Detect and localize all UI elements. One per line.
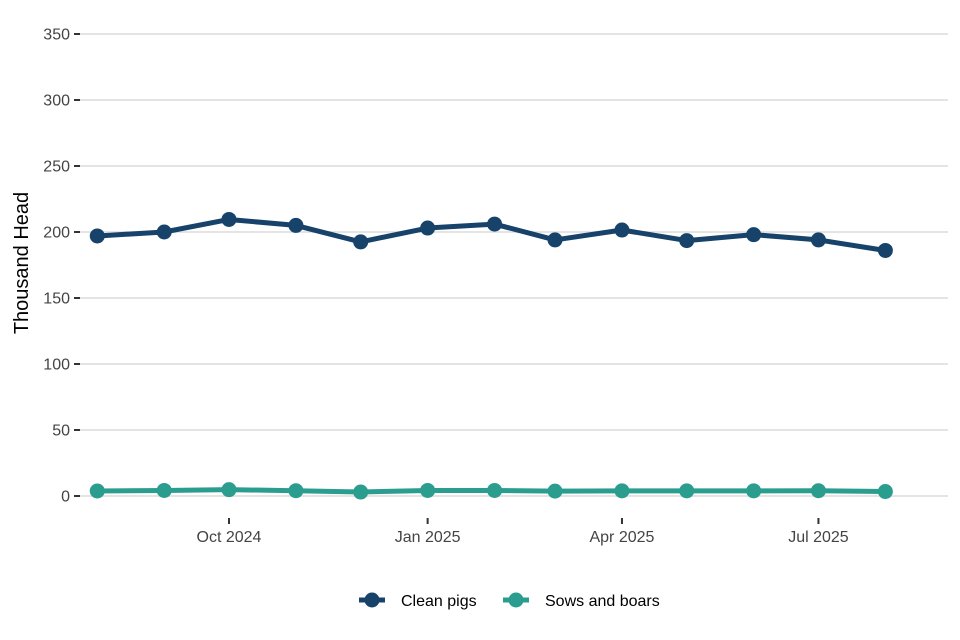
data-point: [877, 484, 893, 500]
data-point: [679, 483, 695, 499]
data-point: [156, 482, 172, 498]
data-point: [89, 483, 105, 499]
series-clean-pigs: [89, 211, 893, 258]
data-point: [353, 234, 369, 250]
y-tick-label: 200: [43, 225, 70, 242]
x-tick-label: Apr 2025: [589, 529, 654, 546]
data-point: [487, 482, 503, 498]
data-point: [420, 482, 436, 498]
series-sows-and-boars: [89, 482, 893, 500]
data-point: [487, 216, 503, 232]
y-tick-label: 350: [43, 27, 70, 44]
y-tick-label: 100: [43, 357, 70, 374]
legend-label: Clean pigs: [401, 593, 477, 610]
data-point: [547, 483, 563, 499]
data-point: [353, 484, 369, 500]
data-point: [877, 242, 893, 258]
data-point: [221, 482, 237, 498]
y-axis-title: Thousand Head: [11, 192, 33, 334]
data-point: [288, 483, 304, 499]
data-point: [746, 483, 762, 499]
legend-item: Clean pigs: [359, 592, 477, 610]
y-axis: 0 50 100 150 200 250 300 350: [43, 27, 80, 506]
data-point: [89, 228, 105, 244]
y-tick-label: 250: [43, 159, 70, 176]
data-point: [420, 220, 436, 236]
y-tick-label: 0: [61, 489, 70, 506]
gridlines: [80, 33, 948, 497]
data-point: [679, 233, 695, 249]
data-point: [547, 232, 563, 248]
y-tick-label: 50: [52, 423, 70, 440]
data-point: [156, 224, 172, 240]
data-point: [810, 232, 826, 248]
data-point: [746, 227, 762, 243]
data-point: [614, 483, 630, 499]
x-tick-label: Jul 2025: [788, 529, 849, 546]
legend-marker: [364, 592, 380, 608]
y-tick-label: 150: [43, 291, 70, 308]
y-tick-label: 300: [43, 93, 70, 110]
legend-item: Sows and boars: [503, 592, 660, 610]
data-point: [810, 483, 826, 499]
x-axis: Oct 2024 Jan 2025 Apr 2025 Jul 2025: [197, 518, 849, 546]
data-point: [288, 217, 304, 233]
series-layer: [89, 211, 893, 500]
x-tick-label: Oct 2024: [197, 529, 262, 546]
legend-label: Sows and boars: [545, 593, 660, 610]
legend-marker: [508, 592, 524, 608]
data-point: [221, 211, 237, 227]
x-tick-label: Jan 2025: [395, 529, 461, 546]
legend: Clean pigs Sows and boars: [359, 592, 660, 610]
data-point: [614, 222, 630, 238]
